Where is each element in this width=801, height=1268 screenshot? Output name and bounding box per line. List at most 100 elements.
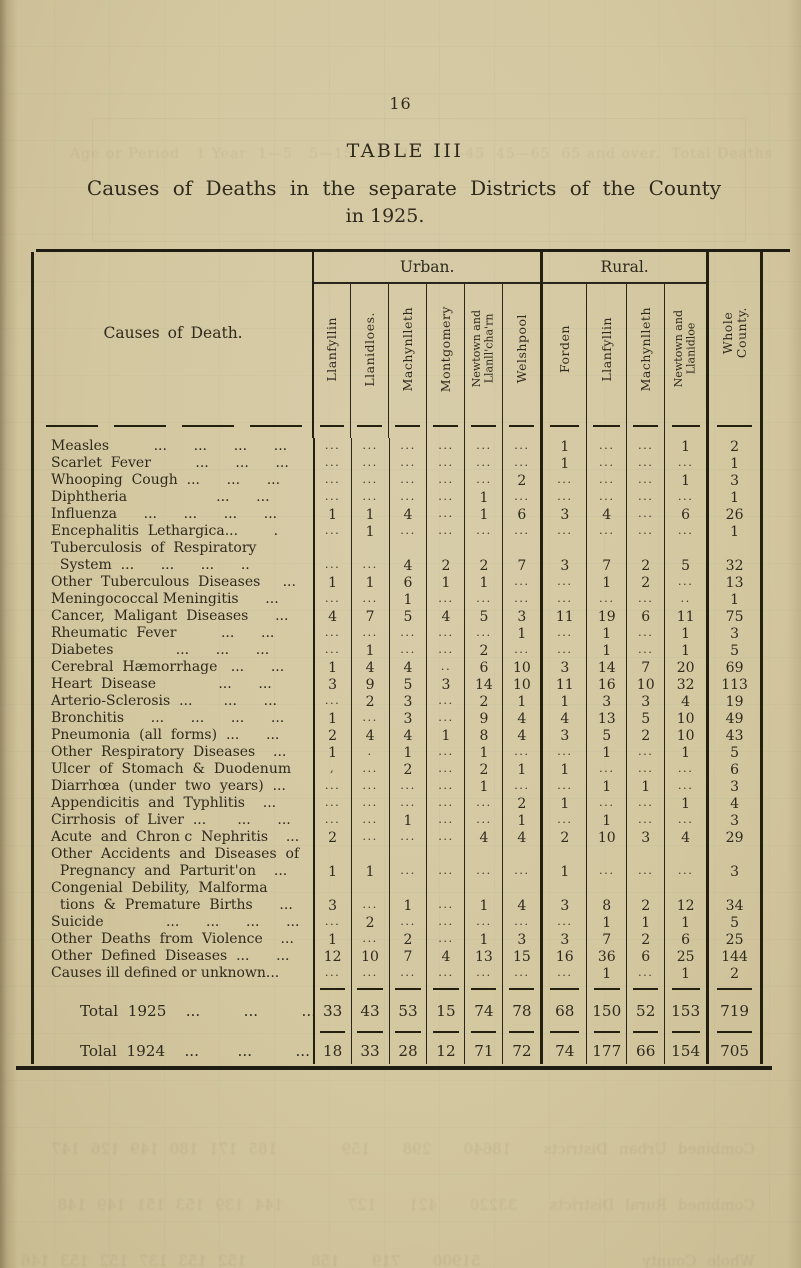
value-cell: ... [586, 489, 626, 506]
value-cell: 19 [586, 608, 626, 625]
value-cell: 4 [540, 710, 586, 727]
value-cell: 1 [586, 965, 626, 982]
value-cell: 7 [350, 608, 389, 625]
table-row: Other Defined Diseases ... ... 12 10 7 4 13 15… [34, 948, 760, 965]
value-cell: 3 [706, 625, 760, 642]
value-cell: ... [426, 489, 464, 506]
value-cell: 1 [664, 744, 706, 761]
row-label: Cancer, Maligant Diseases ... [51, 608, 289, 624]
value-cell: 1 [586, 812, 626, 829]
value-cell: ... [540, 812, 586, 829]
rural-header-dashes [543, 414, 706, 438]
value-cell: ... [664, 523, 706, 540]
dash-cell [626, 1026, 664, 1038]
value-cell: 3 [388, 693, 427, 710]
value-cell: 2 [312, 829, 351, 846]
column-header: Llanidloes. [350, 284, 388, 414]
row-label: Appendicitis and Typhlitis ... [51, 795, 277, 811]
value-cell: 6 [626, 608, 664, 625]
dash-cell [312, 982, 351, 996]
value-cell: 33 [312, 996, 351, 1026]
dash-cell [586, 1026, 626, 1038]
value-cell: ... [664, 489, 706, 506]
value-cell: ... [350, 795, 389, 812]
value-cell: ... [312, 523, 351, 540]
value-cell: 16 [586, 676, 626, 693]
value-cell: 3 [540, 506, 586, 523]
dash-cell [388, 1026, 427, 1038]
row-label: Causes ill defined or unknown... [51, 965, 280, 981]
value-cell: 66 [626, 1038, 664, 1064]
value-cell: ... [388, 778, 427, 795]
empty-cell [34, 1026, 313, 1038]
value-cell: ... [388, 965, 427, 982]
value-cell: ... [502, 574, 540, 591]
value-cell: 1 [664, 914, 706, 931]
value-cell: ... [312, 795, 351, 812]
value-cell: 1 [540, 438, 586, 455]
table-row: Suicide ... ... ... ...... 2.............… [34, 914, 760, 931]
value-cell: 3 [706, 846, 760, 880]
value-cell: 14 [464, 676, 502, 693]
value-cell: 6 [664, 506, 706, 523]
value-cell: 7 [502, 540, 540, 574]
value-cell: 4 [388, 659, 427, 676]
value-cell: 1 [664, 438, 706, 455]
table-row: Diabetes ... ... ...... 1...... 2...... 1..… [34, 642, 760, 659]
row-label: Diabetes ... ... ... [51, 642, 270, 658]
value-cell: 5 [706, 914, 760, 931]
value-cell: ... [350, 812, 389, 829]
value-cell: 705 [706, 1038, 760, 1064]
dash-cell [706, 1026, 760, 1038]
table-row: Causes ill defined or unknown...........… [34, 965, 760, 982]
value-cell: 4 [664, 693, 706, 710]
value-cell: 3 [540, 659, 586, 676]
column-header: Forden [543, 284, 586, 414]
value-cell: ... [350, 591, 389, 608]
value-cell: 1 [312, 506, 351, 523]
value-cell: ... [464, 965, 502, 982]
value-cell: ... [350, 778, 389, 795]
value-cell: 1 [312, 659, 351, 676]
value-cell: ... [626, 812, 664, 829]
value-cell: ... [626, 846, 664, 880]
value-cell: ... [312, 489, 351, 506]
value-cell: ... [626, 642, 664, 659]
table-row: Total 1925 ... ... ... 33 43 53 15 74 78 68 150 5… [34, 996, 760, 1026]
value-cell: ... [388, 846, 427, 880]
value-cell: 1 [350, 642, 389, 659]
value-cell: ... [626, 523, 664, 540]
header-dash [350, 414, 388, 438]
value-cell: 1 [426, 727, 464, 744]
row-label: Tolal 1924 ... ... ... [51, 1042, 310, 1060]
table-row: Tolal 1924 ... ... ... 18 33 28 12 71 72 74 177 6… [34, 1038, 760, 1064]
value-cell: ... [626, 744, 664, 761]
value-cell: 72 [502, 1038, 540, 1064]
page-number: 16 [389, 94, 412, 113]
value-cell: 1 [464, 489, 502, 506]
column-header-label: Newtown and Llanidloe [672, 310, 698, 388]
value-cell: ... [540, 591, 586, 608]
value-cell: ... [426, 914, 464, 931]
table-row: Acute and Chron c Nephritis ... 2........… [34, 829, 760, 846]
value-cell: 1 [540, 795, 586, 812]
column-header-label: Welshpool [513, 314, 529, 384]
value-cell: 1 [586, 778, 626, 795]
column-header-label: Machynlleth [399, 306, 415, 392]
value-cell: 2 [626, 727, 664, 744]
value-cell: ... [312, 693, 351, 710]
value-cell: 15 [502, 948, 540, 965]
value-cell: ... [664, 761, 706, 778]
value-cell: 1 [664, 965, 706, 982]
value-cell: ... [312, 812, 351, 829]
value-cell: 3 [388, 710, 427, 727]
value-cell: 3 [540, 727, 586, 744]
value-cell: ... [540, 625, 586, 642]
value-cell: 4 [350, 727, 389, 744]
value-cell: ... [664, 846, 706, 880]
value-cell: ... [426, 846, 464, 880]
value-cell: 1 [464, 778, 502, 795]
value-cell: 1 [664, 472, 706, 489]
table-row: Meningococcal Meningitis ......... 1.....… [34, 591, 760, 608]
value-cell: 75 [706, 608, 760, 625]
